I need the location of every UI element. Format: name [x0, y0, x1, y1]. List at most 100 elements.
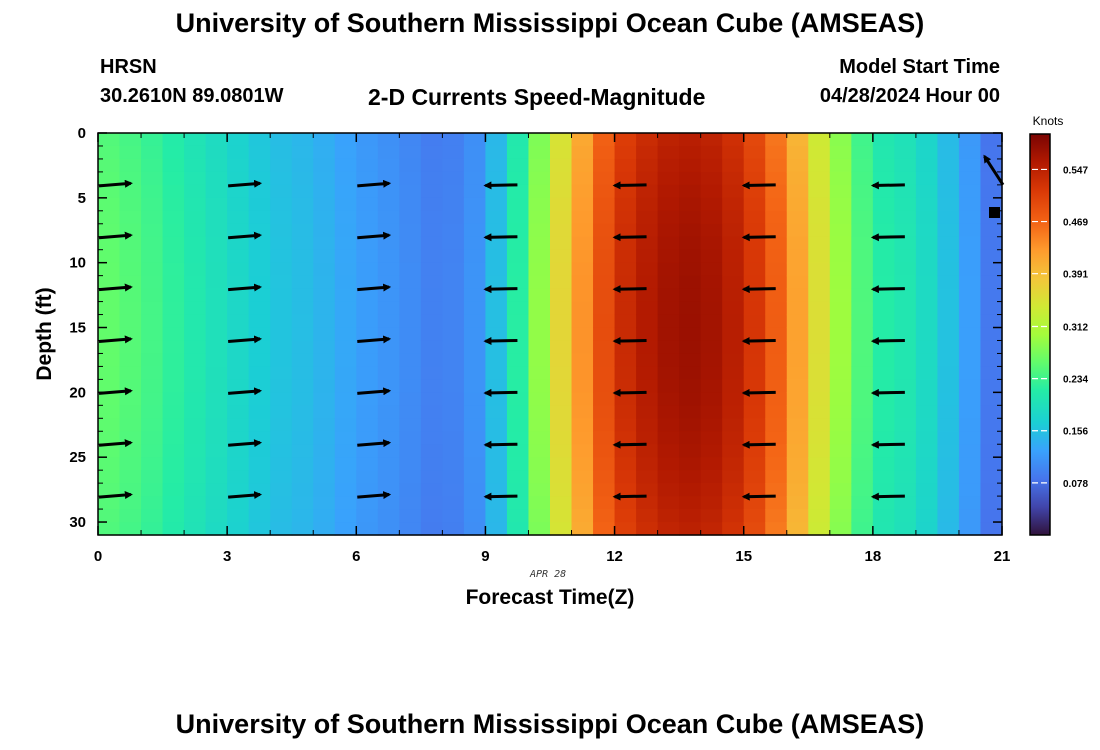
heatmap-cell — [528, 288, 551, 303]
current-vector — [483, 285, 518, 294]
heatmap-cell — [463, 366, 487, 380]
heatmap-cell — [141, 133, 164, 147]
heatmap-cell — [356, 353, 379, 368]
heatmap-cell — [313, 158, 336, 173]
heatmap-cell — [614, 470, 637, 484]
heatmap-cell — [700, 379, 723, 393]
heatmap-cell — [550, 210, 573, 225]
heatmap-cell — [162, 314, 185, 329]
heatmap-cell — [313, 249, 336, 264]
heatmap-cell — [356, 184, 379, 199]
heatmap-cell — [442, 210, 465, 225]
current-vector — [741, 181, 776, 190]
heatmap-cell — [270, 301, 293, 316]
heatmap-cell — [593, 314, 616, 329]
heatmap-cell — [657, 210, 680, 225]
heatmap-cell — [248, 405, 271, 419]
heatmap-cell — [119, 158, 142, 173]
heatmap-cell — [162, 249, 185, 264]
heatmap-cell — [184, 340, 207, 355]
heatmap-cell — [399, 483, 422, 497]
heatmap-cell — [894, 457, 917, 471]
heatmap-cell — [184, 262, 207, 277]
heatmap-cell — [851, 379, 874, 393]
heatmap-cell — [227, 379, 250, 393]
heatmap-cell — [98, 184, 121, 199]
y-tick-label: 30 — [69, 514, 86, 531]
heatmap-cell — [915, 197, 939, 212]
heatmap-cell — [786, 171, 809, 186]
heatmap-cell — [442, 249, 465, 264]
heatmap-cell — [528, 470, 551, 484]
heatmap-cell — [808, 184, 831, 199]
heatmap-cell — [377, 158, 400, 173]
heatmap-cell — [248, 210, 271, 225]
heatmap-cell — [700, 249, 723, 264]
heatmap-cell — [593, 171, 616, 186]
heatmap-cell — [937, 470, 960, 484]
heatmap-cell — [506, 327, 530, 342]
heatmap-cell — [765, 483, 788, 497]
heatmap-cell — [872, 470, 895, 484]
heatmap-cell — [614, 327, 637, 342]
heatmap-cell — [872, 314, 895, 329]
colorbar-tick-label: 0.312 — [1063, 322, 1088, 333]
heatmap-cell — [894, 340, 917, 355]
heatmap-cell — [958, 223, 982, 238]
heatmap-cell — [334, 444, 357, 458]
heatmap-cell — [463, 444, 487, 458]
heatmap-cell — [141, 444, 164, 458]
heatmap-cell — [808, 197, 831, 212]
heatmap-cell — [571, 522, 594, 536]
x-axis-label: Forecast Time(Z) — [466, 586, 635, 609]
heatmap-cell — [550, 145, 573, 160]
heatmap-cell — [377, 236, 400, 251]
heatmap-cell — [227, 210, 250, 225]
heatmap-cell — [571, 340, 594, 355]
heatmap-cell — [420, 470, 443, 484]
heatmap-cell — [119, 314, 142, 329]
heatmap-cell — [980, 327, 1003, 342]
heatmap-cell — [162, 184, 185, 199]
heatmap-cell — [636, 249, 659, 264]
heatmap-cell — [915, 236, 939, 251]
heatmap-cell — [550, 275, 573, 290]
heatmap-cell — [184, 366, 207, 380]
heatmap-cell — [550, 223, 573, 238]
heatmap-cell — [291, 353, 314, 368]
heatmap-cell — [657, 353, 680, 368]
heatmap-cell — [829, 133, 852, 147]
heatmap-cell — [528, 133, 551, 147]
heatmap-cell — [506, 236, 530, 251]
heatmap-cell — [506, 197, 530, 212]
heatmap-cell — [958, 249, 982, 264]
heatmap-cell — [377, 340, 400, 355]
heatmap-cell — [808, 249, 831, 264]
heatmap-cell — [894, 288, 917, 303]
heatmap-cell — [399, 184, 422, 199]
heatmap-cell — [334, 496, 357, 510]
heatmap-cell — [937, 184, 960, 199]
heatmap-cell — [141, 288, 164, 303]
heatmap-cell — [550, 366, 573, 380]
heatmap-cell — [808, 366, 831, 380]
heatmap-cell — [550, 457, 573, 471]
heatmap-cell — [205, 405, 228, 419]
heatmap-cell — [636, 444, 659, 458]
heatmap-cell — [248, 340, 271, 355]
heatmap-cell — [894, 431, 917, 445]
heatmap-cell — [356, 288, 379, 303]
heatmap-cell — [377, 262, 400, 277]
heatmap-cell — [915, 249, 939, 264]
heatmap-cell — [184, 236, 207, 251]
heatmap-cell — [829, 223, 852, 238]
heatmap-cell — [657, 158, 680, 173]
heatmap-cell — [679, 288, 702, 303]
heatmap-cell — [420, 197, 443, 212]
heatmap-cell — [851, 249, 874, 264]
heatmap-cell — [550, 236, 573, 251]
heatmap-cell — [851, 197, 874, 212]
heatmap-cell — [291, 223, 314, 238]
heatmap-cell — [356, 405, 379, 419]
